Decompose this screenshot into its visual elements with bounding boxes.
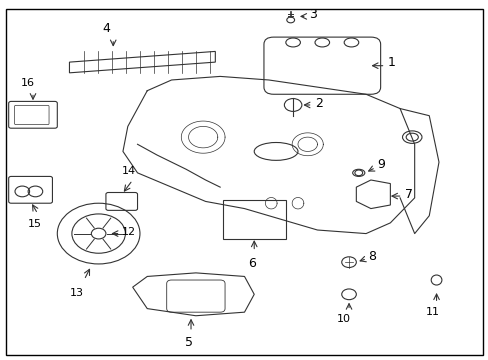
Text: 2: 2	[314, 97, 322, 110]
Text: 10: 10	[337, 314, 350, 324]
Text: 11: 11	[425, 307, 439, 317]
Text: 12: 12	[122, 227, 136, 237]
Text: 8: 8	[367, 250, 375, 263]
Text: 5: 5	[184, 337, 192, 350]
Text: 9: 9	[376, 158, 385, 171]
Text: 14: 14	[122, 166, 136, 176]
Text: 16: 16	[21, 78, 35, 88]
Text: 6: 6	[247, 257, 255, 270]
Text: 7: 7	[404, 188, 412, 201]
Text: 15: 15	[27, 219, 41, 229]
Text: 13: 13	[70, 288, 83, 297]
Text: 1: 1	[387, 55, 395, 69]
Text: 4: 4	[102, 22, 110, 35]
Text: 3: 3	[308, 8, 316, 21]
